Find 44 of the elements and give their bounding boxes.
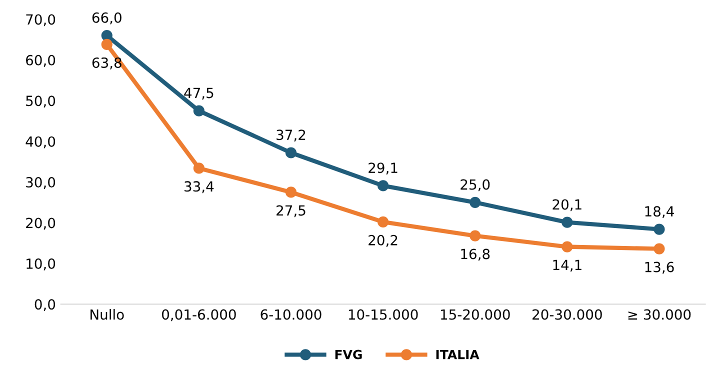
data-label: 47,5 bbox=[184, 88, 214, 100]
point bbox=[562, 241, 573, 252]
legend-label: FVG bbox=[335, 350, 362, 360]
data-label: 20,1 bbox=[552, 199, 582, 212]
point bbox=[193, 162, 204, 174]
point bbox=[193, 105, 204, 116]
y-tick-label: 30,0 bbox=[26, 177, 56, 189]
y-tick-label: 0,0 bbox=[34, 299, 56, 312]
x-tick-label: 6-10.000 bbox=[260, 309, 322, 320]
point bbox=[285, 186, 297, 198]
y-tick-label: 60,0 bbox=[26, 54, 56, 67]
point bbox=[562, 216, 573, 228]
point bbox=[378, 180, 389, 192]
x-tick-label: 10-15.000 bbox=[348, 309, 418, 320]
y-tick-label: 50,0 bbox=[26, 96, 56, 108]
data-label: 14,1 bbox=[553, 260, 582, 272]
data-label: 16,8 bbox=[461, 248, 490, 261]
x-tick-label: 15-20.000 bbox=[441, 309, 510, 320]
y-tick-label: 20,0 bbox=[26, 218, 56, 230]
point bbox=[654, 224, 665, 235]
point bbox=[470, 196, 481, 208]
data-label: 33,4 bbox=[184, 181, 214, 194]
data-label: 29,1 bbox=[368, 162, 398, 174]
point bbox=[378, 216, 389, 228]
y-tick-label: 40,0 bbox=[26, 136, 56, 148]
data-label: 66,0 bbox=[92, 12, 122, 24]
x-tick-label: 20-30.000 bbox=[532, 309, 602, 320]
x-tick-label: 0,01-6.000 bbox=[162, 309, 236, 322]
data-label: 37,2 bbox=[276, 130, 306, 142]
data-label: 18,4 bbox=[645, 206, 674, 218]
x-tick-label: ≥ 30.000 bbox=[628, 309, 691, 320]
point bbox=[654, 243, 665, 254]
data-label: 25,0 bbox=[460, 179, 490, 192]
data-label: 27,5 bbox=[276, 205, 306, 218]
point bbox=[101, 30, 112, 42]
y-tick-label: 10,0 bbox=[26, 258, 56, 270]
data-label: 20,2 bbox=[368, 234, 398, 247]
point bbox=[470, 230, 481, 242]
x-tick-label: Nullo bbox=[90, 309, 124, 320]
y-tick-label: 70,0 bbox=[26, 14, 56, 26]
point bbox=[101, 38, 112, 50]
legend-label: ITALIA bbox=[436, 350, 480, 360]
data-label: 13,6 bbox=[645, 262, 674, 274]
point bbox=[285, 147, 297, 158]
